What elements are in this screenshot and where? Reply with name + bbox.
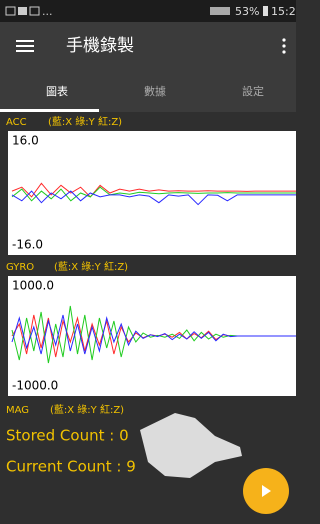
time: 15:29 <box>271 5 296 18</box>
overflow-menu[interactable] <box>282 38 285 53</box>
gesture-image <box>140 413 242 478</box>
tab[interactable]: 圖表 <box>46 84 68 98</box>
menu-line <box>16 40 34 42</box>
mag-legend: (藍:X 綠:Y 紅:Z) <box>50 403 124 416</box>
app-title: 手機錄製 <box>66 36 134 56</box>
current-count: Current Count : 9 <box>6 458 136 476</box>
screen: ... 53% 15:29 手機錄製 圖表 數據 設定 MAG (藍:X 綠:Y… <box>0 0 296 524</box>
dot <box>282 38 285 41</box>
status-more: ... <box>42 5 53 18</box>
dot <box>282 44 285 47</box>
tab[interactable]: 設定 <box>242 84 264 98</box>
chart-legend: (藍:X 綠:Y 紅:Z) <box>54 260 128 273</box>
stored-count: Stored Count : 0 <box>6 427 129 445</box>
tab[interactable]: 數據 <box>144 84 166 98</box>
status-icon <box>18 7 27 15</box>
y-tick-label: -16.0 <box>12 238 43 252</box>
menu-button[interactable] <box>16 40 34 52</box>
chart-label: ACC <box>6 117 27 128</box>
battery: 53% <box>235 5 259 18</box>
battery-icon <box>263 6 268 16</box>
mag-label: MAG <box>6 405 29 416</box>
menu-line <box>16 45 34 47</box>
tab-indicator <box>0 109 99 112</box>
y-tick-label: -1000.0 <box>12 379 58 393</box>
menu-line <box>16 50 34 52</box>
page: {"status_bar":{"battery":"53%","time":"1… <box>0 0 296 524</box>
y-tick-label: 1000.0 <box>12 279 54 293</box>
chart-legend: (藍:X 綠:Y 紅:Z) <box>48 115 122 128</box>
y-tick-label: 16.0 <box>12 134 39 148</box>
app-bar <box>0 22 296 112</box>
signal-icons <box>210 7 230 15</box>
play-button[interactable] <box>243 468 289 514</box>
dot <box>282 50 285 53</box>
chart-label: GYRO <box>6 262 34 273</box>
